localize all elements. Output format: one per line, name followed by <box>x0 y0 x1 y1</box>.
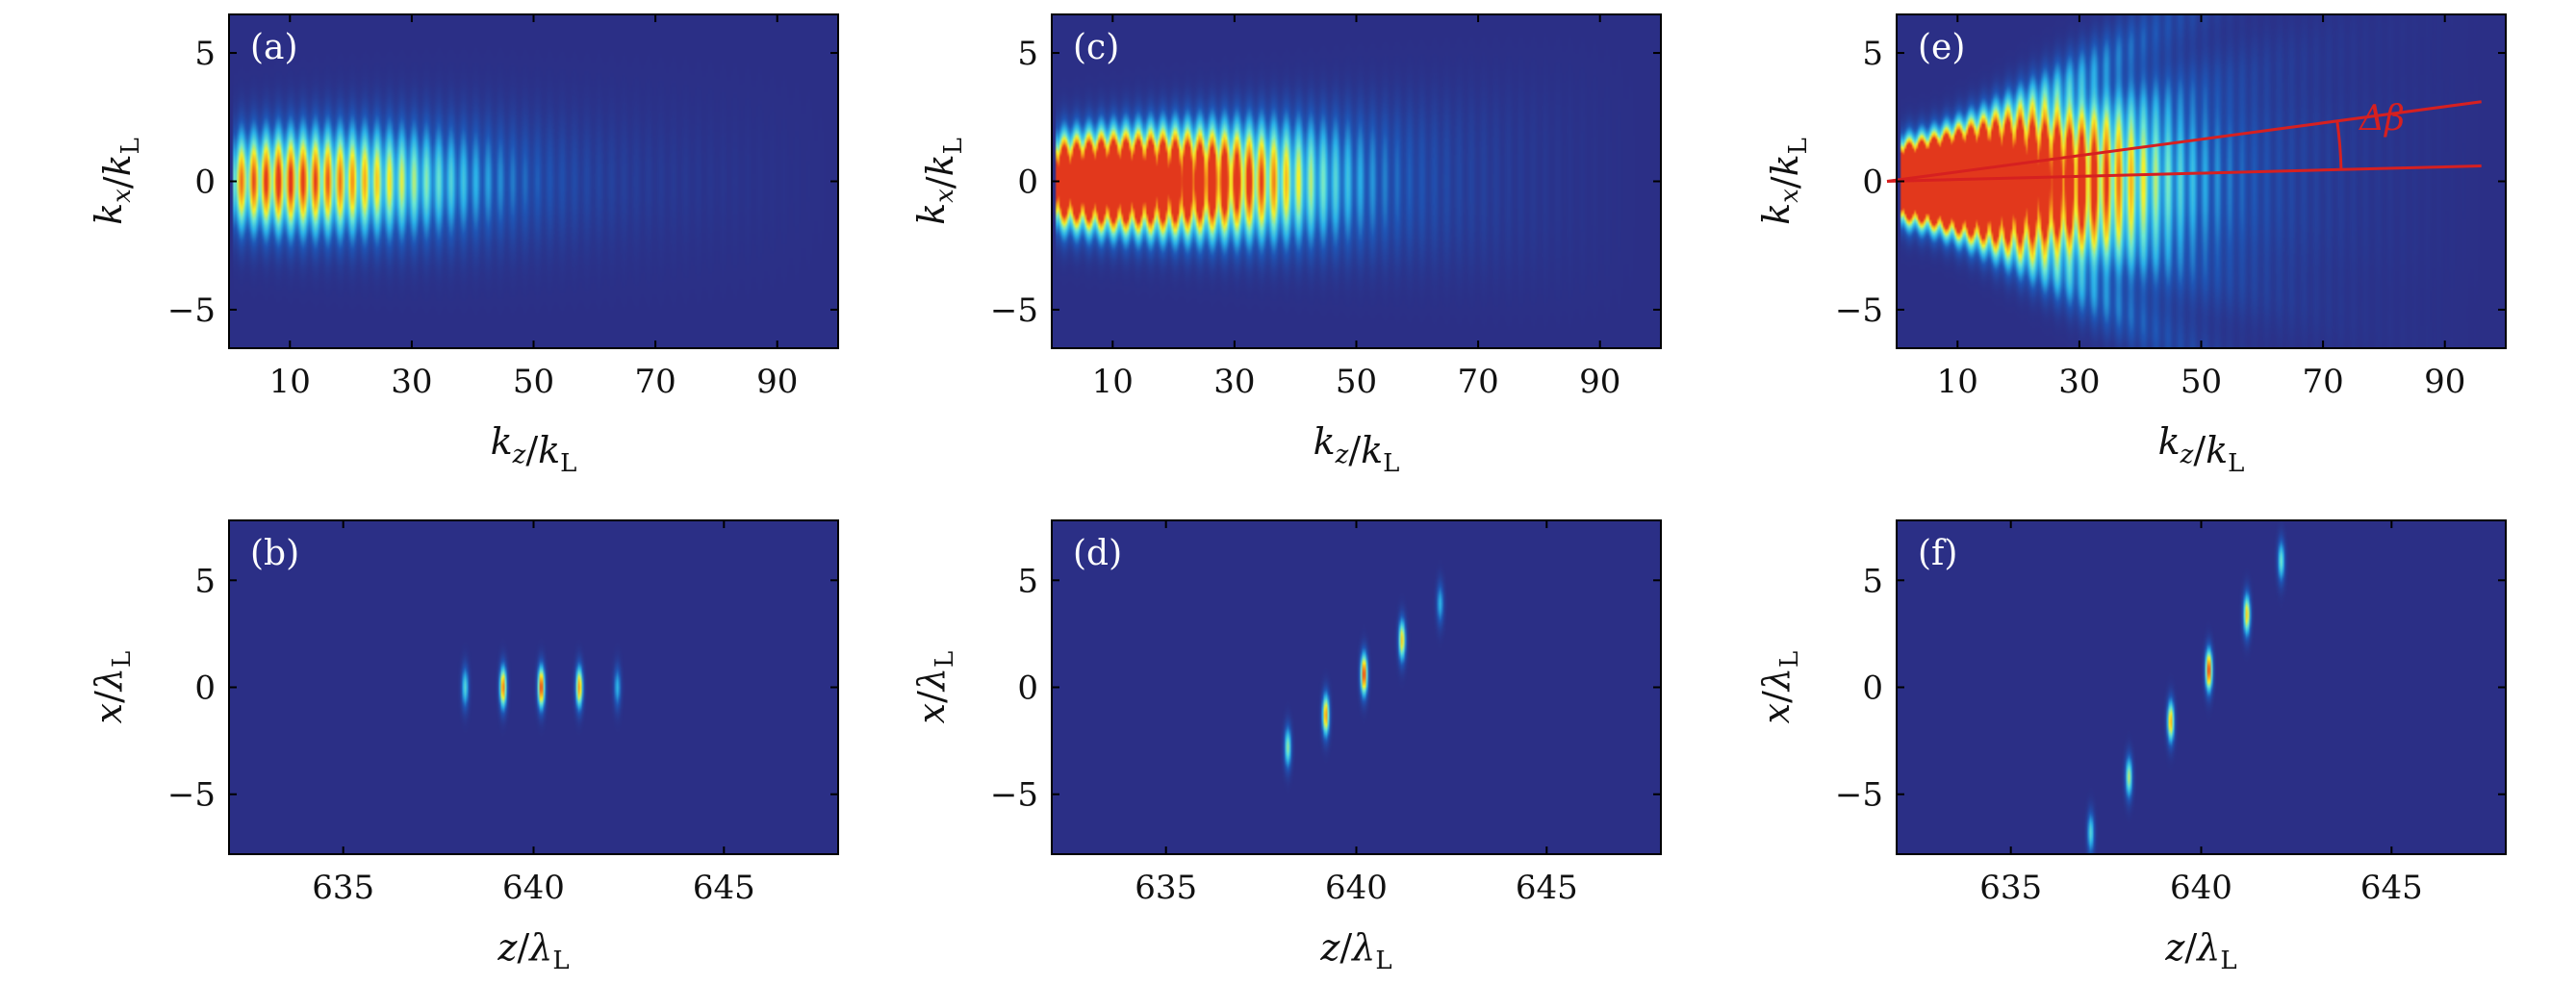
x-tick-label: 640 <box>2170 869 2232 907</box>
x-tick-label: 640 <box>1325 869 1388 907</box>
y-axis-label: x/λL <box>88 651 137 724</box>
y-tick-label: 0 <box>194 164 216 202</box>
x-tick-label: 640 <box>502 869 565 907</box>
x-tick-label: 645 <box>2360 869 2423 907</box>
heatmap-image <box>1052 520 1661 854</box>
x-axis-label: z/λL <box>497 926 569 975</box>
x-tick-label: 645 <box>693 869 755 907</box>
x-axis-label: kz/kL <box>1314 420 1400 478</box>
panel-label: (e) <box>1918 28 1965 67</box>
panel-label: (f) <box>1918 534 1957 573</box>
x-tick-label: 10 <box>269 363 311 401</box>
y-tick-label: 5 <box>194 35 216 73</box>
angle-label: Δβ <box>2358 99 2405 139</box>
x-axis-label: kz/kL <box>491 420 577 478</box>
panel-label: (b) <box>250 534 299 573</box>
x-tick-label: 645 <box>1516 869 1578 907</box>
x-tick-label: 70 <box>634 363 676 401</box>
angle-line-2 <box>1886 164 2482 183</box>
heatmap-image <box>1897 14 2506 348</box>
x-tick-label: 50 <box>2181 363 2222 401</box>
y-axis-label: kx/kL <box>1755 138 1813 225</box>
panel-label: (a) <box>250 28 298 67</box>
x-tick-label: 635 <box>312 869 374 907</box>
y-tick-label: 0 <box>1862 669 1883 708</box>
x-tick-label: 50 <box>1336 363 1377 401</box>
y-tick-label: 0 <box>194 669 216 708</box>
x-tick-label: 90 <box>2424 363 2465 401</box>
y-tick-label: 5 <box>194 562 216 600</box>
x-tick-label: 635 <box>1135 869 1197 907</box>
y-tick-label: −5 <box>167 291 216 330</box>
x-axis-label: kz/kL <box>2158 420 2245 478</box>
y-tick-label: 0 <box>1862 164 1883 202</box>
heatmap-image <box>1052 14 1661 348</box>
y-tick-label: −5 <box>1835 291 1883 330</box>
x-tick-label: 10 <box>1092 363 1134 401</box>
angle-arc <box>2335 120 2343 170</box>
y-tick-label: 5 <box>1862 562 1883 600</box>
x-tick-label: 30 <box>391 363 432 401</box>
x-tick-label: 50 <box>513 363 554 401</box>
x-tick-label: 70 <box>1457 363 1498 401</box>
x-tick-label: 30 <box>1213 363 1255 401</box>
y-axis-label: x/λL <box>1755 651 1804 724</box>
y-tick-label: 0 <box>1017 164 1038 202</box>
y-tick-label: 5 <box>1017 562 1038 600</box>
panel-f: (f) 635 640 645 5 0 −5 z/λL x/λL <box>1755 519 2507 975</box>
heatmap-image <box>229 14 838 348</box>
panel-label: (c) <box>1073 28 1119 67</box>
x-tick-label: 70 <box>2302 363 2343 401</box>
y-axis-label: kx/kL <box>910 138 968 225</box>
heatmap-image <box>229 520 838 854</box>
y-tick-label: 5 <box>1862 35 1883 73</box>
panel-label: (d) <box>1073 534 1122 573</box>
y-tick-label: −5 <box>990 776 1038 815</box>
angle-line-1 <box>1886 100 2482 183</box>
y-axis-label: kx/kL <box>88 138 145 225</box>
y-tick-label: −5 <box>1835 776 1883 815</box>
x-axis-label: z/λL <box>2164 926 2236 975</box>
x-tick-label: 10 <box>1937 363 1978 401</box>
x-tick-label: 90 <box>1579 363 1620 401</box>
y-axis-label: x/λL <box>910 651 959 724</box>
panel-b: (b) 635 640 645 5 0 −5 z/λL x/λL <box>88 519 839 975</box>
y-tick-label: −5 <box>167 776 216 815</box>
y-tick-label: 0 <box>1017 669 1038 708</box>
x-tick-label: 635 <box>1979 869 2042 907</box>
x-axis-label: z/λL <box>1319 926 1391 975</box>
x-tick-label: 90 <box>756 363 798 401</box>
panel-d: (d) 635 640 645 5 0 −5 z/λL x/λL <box>910 519 1662 975</box>
heatmap-image <box>1897 520 2506 854</box>
x-tick-label: 30 <box>2058 363 2100 401</box>
y-tick-label: −5 <box>990 291 1038 330</box>
y-tick-label: 5 <box>1017 35 1038 73</box>
